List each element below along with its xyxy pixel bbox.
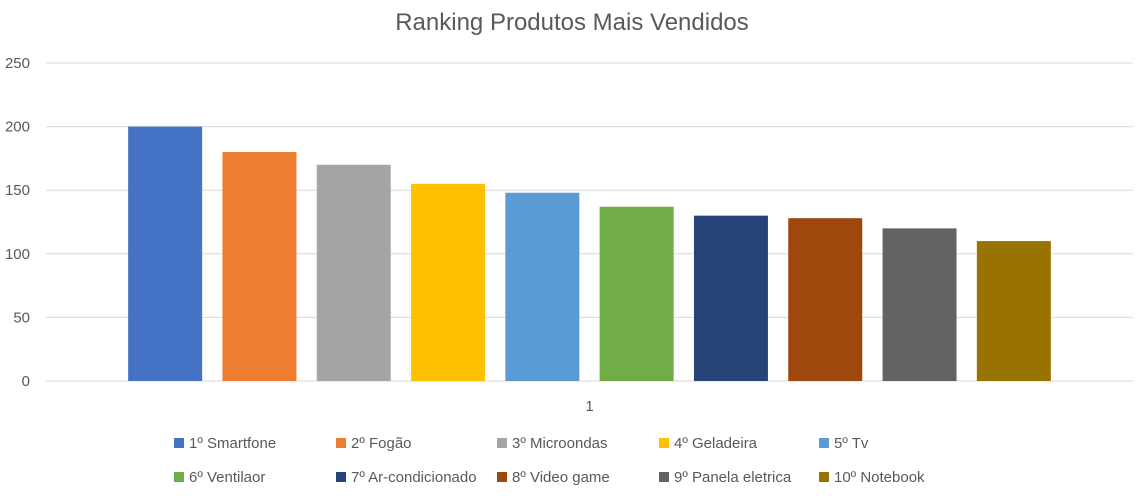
bar [505,192,580,381]
x-tick-label: 1 [585,398,593,415]
x-axis-ticks: 1 [585,398,593,415]
y-tick-label: 200 [5,119,30,136]
legend-label: 1º Smartfone [189,435,276,452]
legend-label: 7º Ar-condicionado [351,469,477,486]
bars [128,126,1051,381]
y-tick-label: 150 [5,182,30,199]
legend-swatch [174,438,184,448]
gridlines [46,62,1133,382]
legend-label: 3º Microondas [512,435,608,452]
legend-label: 5º Tv [834,435,869,452]
legend-swatch [497,438,507,448]
legend-label: 8º Video game [512,469,610,486]
bar [411,183,486,381]
bar [316,164,391,381]
legend-label: 6º Ventilaor [189,469,265,486]
y-axis-ticks: 0 50 100 150 200 250 [5,55,30,390]
bar [693,215,768,381]
legend: 1º Smartfone 2º Fogão 3º Microondas 4º Gela… [174,435,925,486]
bar [128,126,203,381]
chart-title: Ranking Produtos Mais Vendidos [395,9,749,36]
y-tick-label: 250 [5,55,30,72]
legend-swatch [497,472,507,482]
legend-swatch [336,438,346,448]
y-tick-label: 100 [5,246,30,263]
legend-swatch [659,472,669,482]
legend-label: 10º Notebook [834,469,925,486]
legend-swatch [659,438,669,448]
y-tick-label: 50 [13,309,30,326]
bar [788,218,863,381]
legend-swatch [174,472,184,482]
bar [222,152,297,381]
legend-label: 9º Panela eletrica [674,469,792,486]
bar [976,241,1051,381]
y-tick-label: 0 [22,373,30,390]
legend-swatch [819,438,829,448]
legend-swatch [336,472,346,482]
legend-swatch [819,472,829,482]
bar [882,228,957,381]
legend-label: 2º Fogão [351,435,412,452]
bar [599,206,674,381]
legend-label: 4º Geladeira [674,435,758,452]
